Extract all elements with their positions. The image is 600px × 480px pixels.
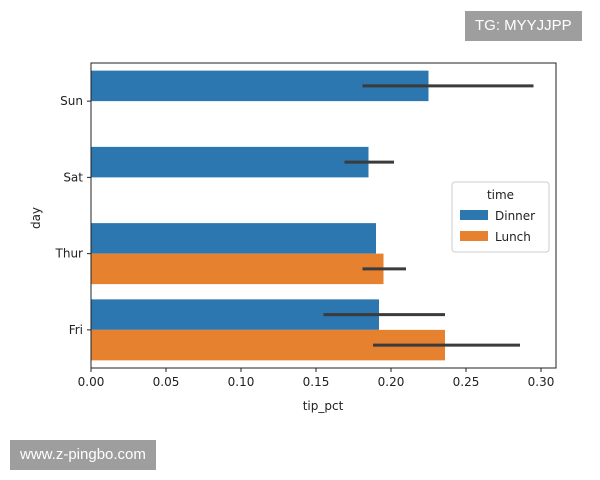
x-tick-label: 0.00	[78, 375, 105, 389]
x-tick-label: 0.05	[153, 375, 180, 389]
y-ticks-layer: Sun Sat Thur Fri	[55, 94, 91, 337]
legend-swatch-lunch	[460, 231, 488, 241]
x-tick-label: 0.25	[453, 375, 480, 389]
y-tick-label: Fri	[69, 323, 83, 337]
x-tick-label: 0.30	[528, 375, 555, 389]
axes-layer	[90, 62, 557, 369]
watermark-top: TG: MYYJJPP	[465, 11, 582, 41]
watermark-bottom: www.z-pingbo.com	[10, 440, 156, 470]
y-tick-label: Thur	[55, 247, 84, 261]
legend-label-dinner: Dinner	[495, 209, 535, 223]
plot-frame	[90, 62, 557, 369]
x-ticks-layer: 0.00 0.05 0.10 0.15 0.20 0.25 0.30	[78, 368, 555, 389]
error-bars-layer	[323, 84, 534, 347]
x-tick-label: 0.10	[228, 375, 255, 389]
legend-label-lunch: Lunch	[495, 230, 531, 244]
legend-swatch-dinner	[460, 210, 488, 220]
x-axis-label: tip_pct	[303, 399, 344, 413]
bar-dinner-sat	[91, 146, 369, 178]
y-axis-label: day	[29, 207, 43, 229]
bars-layer	[91, 70, 445, 361]
x-tick-label: 0.15	[303, 375, 330, 389]
bar-dinner-thur	[91, 223, 376, 254]
y-tick-label: Sun	[60, 94, 83, 108]
x-tick-label: 0.20	[378, 375, 405, 389]
bar-lunch-thur	[91, 253, 384, 285]
legend: time Dinner Lunch	[451, 181, 550, 253]
legend-title: time	[487, 188, 514, 202]
y-tick-label: Sat	[63, 170, 83, 184]
